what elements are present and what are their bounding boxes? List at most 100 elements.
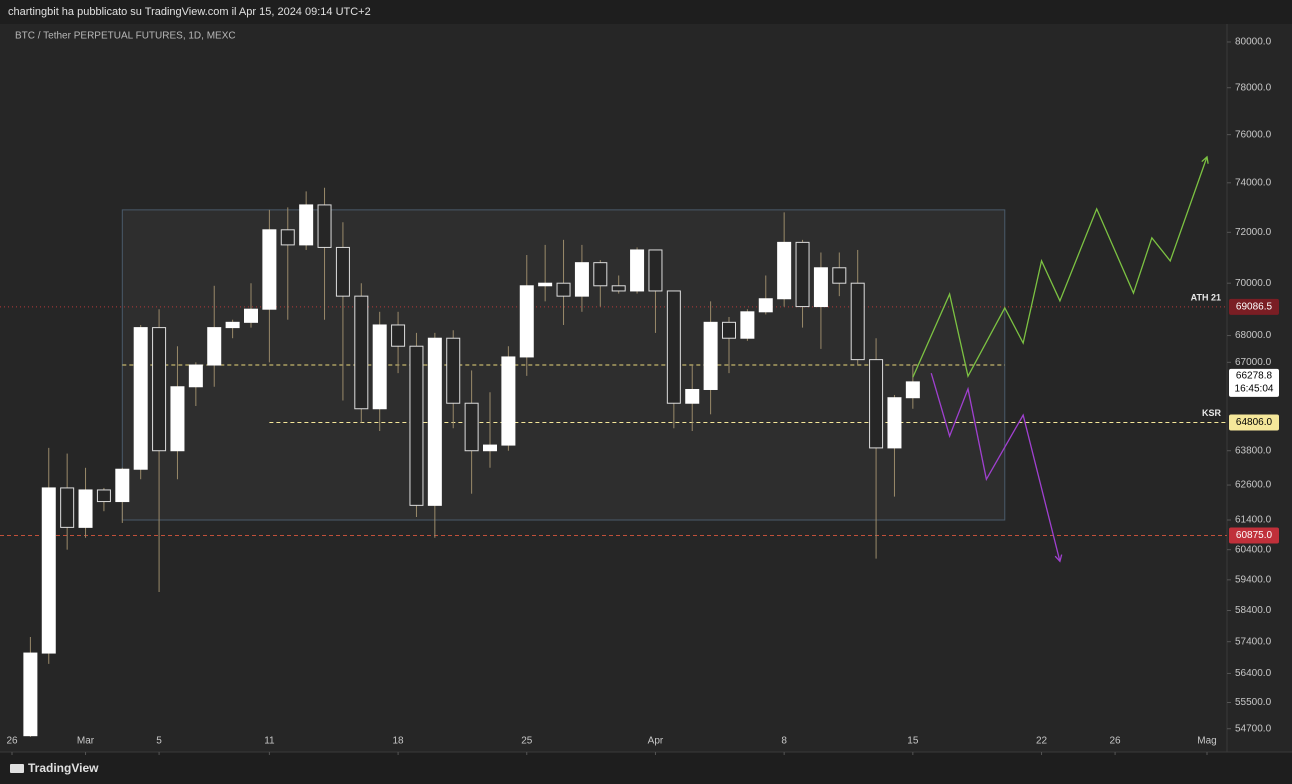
- candle-body: [280, 229, 295, 246]
- candle-body: [96, 489, 111, 503]
- candle-body: [391, 324, 406, 347]
- candle-body: [869, 359, 884, 449]
- candle-body: [777, 241, 792, 300]
- candle-body: [905, 381, 920, 399]
- candle-body: [685, 388, 700, 404]
- candle-body: [611, 285, 626, 292]
- y-tick-label: 54700.0: [1235, 723, 1272, 734]
- price-box-label: 64806.0: [1236, 417, 1273, 428]
- candle-body: [225, 321, 240, 329]
- x-tick-label: 15: [907, 736, 919, 747]
- y-tick-label: 78000.0: [1235, 82, 1272, 93]
- candle-body: [593, 262, 608, 287]
- candle-body: [317, 204, 332, 248]
- candle-body: [630, 249, 645, 292]
- header: chartingbit ha pubblicato su TradingView…: [8, 6, 371, 18]
- y-tick-label: 68000.0: [1235, 330, 1272, 341]
- candle-body: [152, 327, 167, 452]
- candle-body: [354, 295, 369, 410]
- y-tick-label: 67000.0: [1235, 357, 1272, 368]
- candle-body: [722, 321, 736, 339]
- candle-body: [519, 285, 534, 358]
- candle-body: [832, 267, 847, 284]
- candle-body: [78, 489, 93, 528]
- y-tick-label: 59400.0: [1235, 574, 1272, 585]
- arrow-head: [1201, 155, 1209, 164]
- price-box: [1229, 414, 1279, 431]
- candle-body: [850, 282, 865, 361]
- candle-body: [427, 337, 442, 506]
- candle-body: [501, 356, 516, 446]
- candle-body: [574, 262, 589, 297]
- candle-body: [335, 246, 350, 297]
- candle-body: [409, 345, 424, 506]
- candle-body: [207, 327, 222, 366]
- price-box: [1229, 527, 1279, 544]
- plot-area: [0, 24, 1227, 752]
- candle-body: [446, 337, 461, 404]
- candle-body: [244, 308, 258, 323]
- candle-body: [41, 487, 56, 654]
- projection-line: [912, 156, 1208, 378]
- y-tick-label: 63800.0: [1235, 445, 1272, 456]
- level-label: KSR: [1202, 408, 1222, 418]
- logo: TradingView: [10, 761, 99, 775]
- candle-body: [666, 290, 681, 404]
- y-tick-label: 72000.0: [1235, 227, 1272, 238]
- y-tick-label: 56400.0: [1235, 668, 1272, 679]
- price-box-label: 60875.0: [1236, 530, 1273, 541]
- x-tick-label: 25: [521, 736, 533, 747]
- candle-body: [813, 267, 828, 308]
- y-tick-label: 58400.0: [1235, 605, 1272, 616]
- candle-body: [299, 204, 314, 246]
- price-box-label: 69086.5: [1236, 302, 1273, 313]
- x-tick-label: 5: [156, 736, 162, 747]
- candle-body: [170, 386, 185, 452]
- level-label: ATH 21: [1191, 292, 1221, 302]
- y-tick-label: 70000.0: [1235, 278, 1272, 289]
- candle-body: [188, 364, 203, 388]
- y-tick-label: 61400.0: [1235, 515, 1272, 526]
- candle-body: [60, 487, 75, 528]
- arrow-head: [1054, 554, 1063, 563]
- x-tick-label: 11: [264, 736, 275, 747]
- candle-body: [483, 444, 497, 452]
- y-tick-label: 57400.0: [1235, 636, 1272, 647]
- x-tick-label: 22: [1036, 736, 1048, 747]
- candle-body: [133, 327, 148, 470]
- x-tick-label: 26: [6, 736, 18, 747]
- candle-body: [115, 468, 130, 503]
- y-tick-label: 55500.0: [1235, 697, 1272, 708]
- countdown: 16:45:04: [1235, 384, 1274, 395]
- price-box: [1229, 298, 1279, 315]
- candle-body: [464, 402, 479, 452]
- x-tick-label: Mar: [77, 736, 95, 747]
- y-tick-label: 76000.0: [1235, 129, 1272, 140]
- x-tick-label: 26: [1110, 736, 1122, 747]
- plot: [0, 187, 1227, 738]
- projection-line: [930, 372, 1061, 562]
- x-tick-label: Apr: [648, 736, 664, 747]
- x-tick-label: 8: [781, 736, 787, 747]
- candle-body: [556, 282, 571, 297]
- symbol-title: BTC / Tether PERPETUAL FUTURES, 1D, MEXC: [15, 31, 236, 42]
- candle-body: [758, 298, 773, 313]
- current-price-box: [1229, 368, 1279, 397]
- x-tick-label: 18: [393, 736, 405, 747]
- candle-body: [887, 397, 902, 449]
- footer: TradingView: [28, 761, 99, 775]
- candle-body: [648, 249, 663, 292]
- y-tick-label: 80000.0: [1235, 37, 1272, 48]
- candle-body: [372, 324, 387, 410]
- candle-body: [262, 229, 277, 310]
- current-price: 66278.8: [1236, 371, 1273, 382]
- candle-body: [740, 311, 755, 339]
- candle-body: [23, 652, 38, 737]
- candle-body: [538, 282, 553, 287]
- candle-body: [703, 321, 718, 390]
- y-tick-label: 74000.0: [1235, 177, 1272, 188]
- y-tick-label: 60400.0: [1235, 544, 1272, 555]
- x-tick-label: Mag: [1197, 736, 1216, 747]
